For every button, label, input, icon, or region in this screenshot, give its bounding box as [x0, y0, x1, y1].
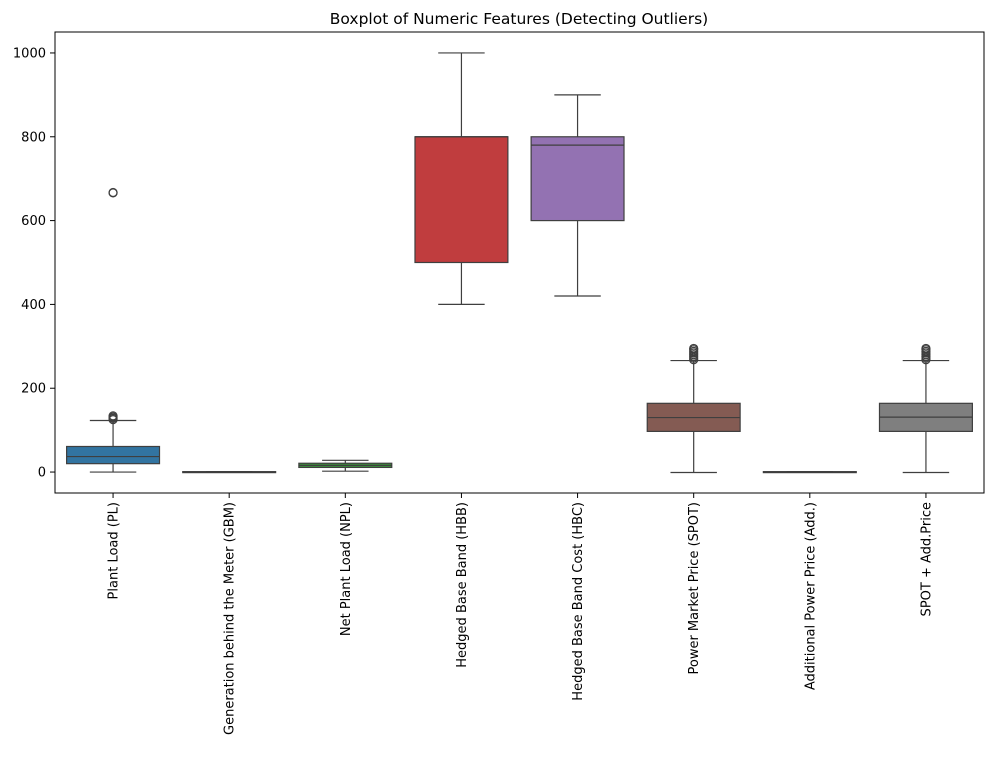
plot-frame	[54, 31, 985, 494]
x-category-label: Plant Load (PL)	[107, 502, 122, 599]
box	[530, 136, 625, 222]
outlier-point	[921, 343, 931, 354]
x-category-label: Generation behind the Meter (GBM)	[223, 502, 238, 735]
x-category-label: Hedged Base Band (HBB)	[455, 502, 470, 668]
y-tick-label: 1000	[13, 46, 46, 61]
x-category-label: Additional Power Price (Add.)	[803, 502, 818, 690]
y-tick-label: 400	[21, 298, 46, 313]
x-category-label: Net Plant Load (NPL)	[339, 502, 354, 636]
outlier-point	[108, 187, 118, 198]
box	[66, 445, 161, 465]
x-category-label: Power Market Price (SPOT)	[687, 502, 702, 675]
chart-title: Boxplot of Numeric Features (Detecting O…	[330, 10, 708, 28]
y-tick-label: 200	[21, 382, 46, 397]
outlier-point	[689, 343, 699, 354]
y-tick-label: 0	[38, 466, 46, 481]
x-category-label: SPOT + Add.Price	[919, 502, 934, 616]
outlier-point	[108, 411, 118, 421]
y-tick-label: 600	[21, 214, 46, 229]
x-category-label: Hedged Base Band Cost (HBC)	[571, 502, 586, 701]
plot-area: 0 200 400 600 800 1000 Plant Load (PL) Generati…	[13, 46, 973, 735]
box	[414, 136, 509, 264]
y-tick-label: 800	[21, 130, 46, 145]
